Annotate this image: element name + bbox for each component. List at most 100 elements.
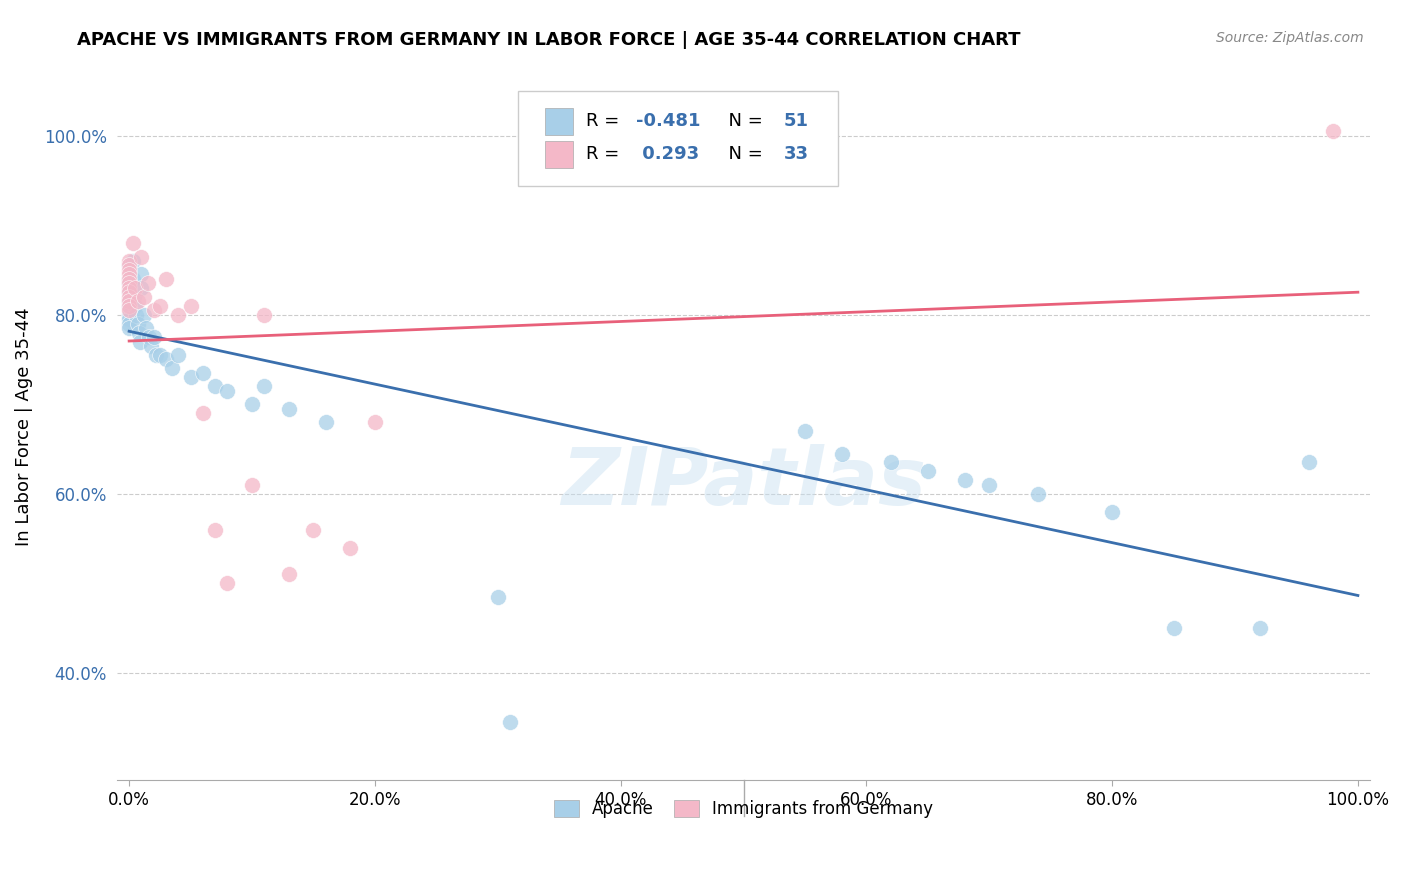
Point <box>121 254 143 268</box>
Point <box>155 352 177 367</box>
Point <box>302 523 325 537</box>
Point <box>364 415 387 429</box>
Point <box>142 330 165 344</box>
Point <box>118 299 141 313</box>
Point <box>1322 124 1344 138</box>
Point <box>253 379 276 393</box>
Point <box>917 464 939 478</box>
Y-axis label: In Labor Force | Age 35-44: In Labor Force | Age 35-44 <box>15 308 32 546</box>
Point <box>486 590 509 604</box>
Text: R =: R = <box>585 145 624 163</box>
Point <box>794 424 817 438</box>
Point <box>118 290 141 304</box>
Text: R =: R = <box>585 112 624 130</box>
Point <box>141 339 163 353</box>
Point <box>1101 505 1123 519</box>
Point <box>118 294 141 309</box>
Point <box>118 272 141 286</box>
Point <box>191 366 214 380</box>
Point <box>129 334 152 349</box>
Point <box>131 268 153 282</box>
Point <box>118 294 141 309</box>
Point <box>167 348 190 362</box>
Point <box>953 474 976 488</box>
Legend: Apache, Immigrants from Germany: Apache, Immigrants from Germany <box>547 794 941 825</box>
Text: APACHE VS IMMIGRANTS FROM GERMANY IN LABOR FORCE | AGE 35-44 CORRELATION CHART: APACHE VS IMMIGRANTS FROM GERMANY IN LAB… <box>77 31 1021 49</box>
Point <box>118 268 141 282</box>
Point <box>118 277 141 291</box>
Text: -0.481: -0.481 <box>636 112 700 130</box>
Point <box>217 384 239 398</box>
Point <box>167 308 190 322</box>
Point <box>132 290 155 304</box>
Point <box>138 330 160 344</box>
Point <box>1028 487 1050 501</box>
Point <box>118 259 141 273</box>
Point <box>145 348 167 362</box>
Point <box>277 401 299 416</box>
Point <box>979 478 1001 492</box>
Point <box>180 299 202 313</box>
Text: 51: 51 <box>783 112 808 130</box>
Point <box>121 236 143 251</box>
Point <box>118 285 141 300</box>
Point <box>1249 621 1271 635</box>
Point <box>149 299 172 313</box>
Point <box>155 272 177 286</box>
Point <box>204 379 226 393</box>
Point <box>121 272 143 286</box>
Point <box>118 281 141 295</box>
Text: Source: ZipAtlas.com: Source: ZipAtlas.com <box>1216 31 1364 45</box>
FancyBboxPatch shape <box>546 141 574 168</box>
Point <box>118 303 141 318</box>
Point <box>1163 621 1185 635</box>
Text: N =: N = <box>717 145 769 163</box>
Point <box>118 285 141 300</box>
Point <box>240 397 263 411</box>
Point <box>277 567 299 582</box>
Point <box>118 272 141 286</box>
FancyBboxPatch shape <box>546 108 574 135</box>
Point <box>191 406 214 420</box>
Point <box>204 523 226 537</box>
Point <box>127 317 149 331</box>
Point <box>118 312 141 326</box>
Point <box>118 321 141 335</box>
Point <box>118 254 141 268</box>
Point <box>135 321 157 335</box>
Point <box>127 294 149 309</box>
Point <box>240 478 263 492</box>
Point <box>160 361 183 376</box>
Point <box>217 576 239 591</box>
Point <box>124 299 146 313</box>
Point <box>118 259 141 273</box>
FancyBboxPatch shape <box>517 91 838 186</box>
Text: ZIPatlas: ZIPatlas <box>561 444 927 522</box>
Point <box>831 446 853 460</box>
Point <box>136 277 159 291</box>
Text: 0.293: 0.293 <box>636 145 699 163</box>
Text: 33: 33 <box>783 145 808 163</box>
Point <box>880 455 903 469</box>
Point <box>339 541 361 555</box>
Point <box>131 250 153 264</box>
Point <box>131 281 153 295</box>
Point <box>499 715 522 730</box>
Point <box>253 308 276 322</box>
Point <box>149 348 172 362</box>
Point <box>124 281 146 295</box>
Point <box>315 415 337 429</box>
Point <box>118 308 141 322</box>
Point <box>118 317 141 331</box>
Text: N =: N = <box>717 112 769 130</box>
Point <box>118 263 141 277</box>
Point <box>118 299 141 313</box>
Point <box>122 290 145 304</box>
Point <box>118 277 141 291</box>
Point <box>142 303 165 318</box>
Point <box>1298 455 1320 469</box>
Point <box>180 370 202 384</box>
Point <box>125 308 148 322</box>
Point <box>132 308 155 322</box>
Point <box>128 326 150 340</box>
